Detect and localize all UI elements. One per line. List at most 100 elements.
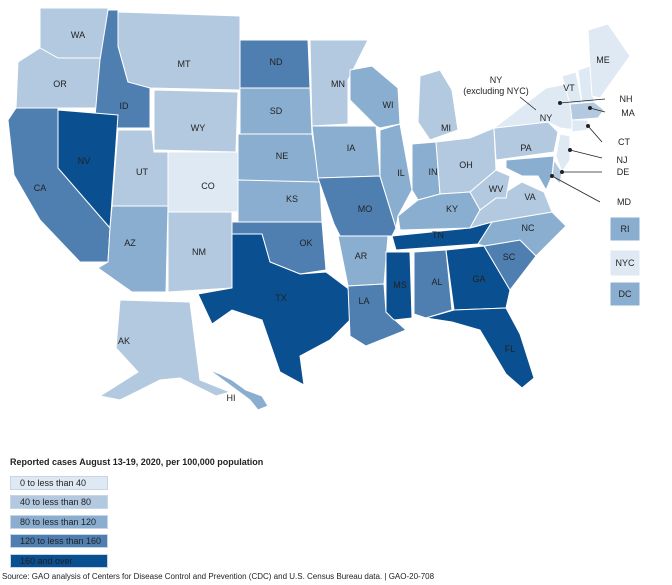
state-wi	[349, 65, 401, 129]
legend: 0 to less than 40 40 to less than 80 80 …	[10, 473, 108, 571]
state-label-dc: DC	[619, 289, 632, 299]
state-ga	[445, 245, 511, 311]
state-label-sd: SD	[270, 106, 283, 116]
state-label-ok: OK	[299, 238, 312, 248]
leader-dot	[568, 147, 573, 152]
state-label-tn: TN	[432, 230, 444, 240]
state-label-ct: CT	[618, 137, 630, 147]
state-label-tx: TX	[275, 293, 287, 303]
leader-dot	[558, 101, 563, 106]
state-label-nm: NM	[192, 247, 206, 257]
legend-label: 80 to less than 120	[20, 516, 97, 527]
state-label-ny: NY	[540, 113, 553, 123]
state-mi	[417, 69, 459, 141]
source-note: Source: GAO analysis of Centers for Dise…	[2, 572, 435, 581]
state-dc	[609, 281, 641, 307]
leader-dot	[586, 124, 591, 129]
state-label-mn: MN	[331, 79, 345, 89]
state-md	[505, 155, 555, 192]
legend-item: 160 and over	[10, 551, 108, 571]
legend-item: 120 to less than 160	[10, 532, 108, 552]
state-ar	[337, 235, 389, 287]
state-label-vt: VT	[563, 83, 575, 93]
legend-item: 0 to less than 40	[10, 473, 108, 493]
state-label-ms: MS	[393, 280, 407, 290]
state-label-ky: KY	[446, 204, 458, 214]
leader-line	[559, 98, 606, 104]
state-label-nyc: NYC	[615, 258, 635, 268]
state-label-ga: GA	[472, 274, 485, 284]
state-label-nh: NH	[620, 94, 633, 104]
legend-swatch	[10, 534, 108, 549]
state-label-nd: ND	[270, 57, 283, 67]
state-label-co: CO	[201, 181, 215, 191]
state-label-wv: WV	[489, 184, 504, 194]
state-label-ar: AR	[355, 251, 368, 261]
leader-dot	[560, 169, 565, 174]
state-ct	[571, 119, 589, 133]
ny-note-line2: (excluding NYC)	[463, 86, 529, 96]
state-label-me: ME	[596, 55, 610, 65]
legend-item: 80 to less than 120	[10, 512, 108, 532]
state-label-id: ID	[120, 101, 130, 111]
leader-dot	[588, 106, 593, 111]
legend-label: 120 to less than 160	[20, 536, 102, 547]
legend-swatch	[10, 495, 108, 510]
state-label-mt: MT	[178, 59, 191, 69]
state-mn	[309, 39, 369, 127]
ny-excluding-nyc-note: NY (excluding NYC)	[463, 75, 529, 96]
state-label-ak: AK	[118, 336, 130, 346]
state-ms	[385, 251, 413, 321]
state-hi	[203, 365, 269, 411]
state-nyc	[609, 249, 641, 277]
us-choropleth-map: WA OR CA ID NV MT WY UT CO AZ NM ND SD NE KS OK TX MN IA MO…	[7, 7, 641, 411]
state-la	[347, 283, 407, 347]
state-label-ks: KS	[286, 194, 298, 204]
state-label-wy: WY	[191, 123, 206, 133]
legend-label: 40 to less than 80	[20, 497, 92, 508]
state-label-fl: FL	[505, 344, 516, 354]
ny-note-pointer	[519, 96, 537, 111]
state-ri	[609, 216, 641, 242]
state-label-sc: SC	[503, 252, 516, 262]
state-ky	[397, 191, 481, 231]
state-label-az: AZ	[124, 238, 136, 248]
state-label-nc: NC	[522, 223, 535, 233]
state-fl	[425, 307, 535, 389]
state-mt	[117, 11, 241, 91]
legend-title: Reported cases August 13-19, 2020, per 1…	[10, 457, 264, 467]
leader-line	[551, 175, 601, 203]
ny-note-line1: NY	[490, 75, 503, 85]
state-label-nj: NJ	[617, 155, 628, 165]
state-label-ri: RI	[621, 224, 630, 234]
state-ma	[569, 101, 605, 121]
leader-line	[587, 125, 603, 143]
state-me	[587, 23, 631, 99]
state-label-pa: PA	[520, 143, 531, 153]
state-label-ut: UT	[136, 167, 148, 177]
legend-label: 160 and over	[20, 555, 73, 566]
state-label-oh: OH	[459, 160, 473, 170]
state-nj	[555, 133, 571, 174]
leader-line	[589, 107, 606, 113]
state-ks	[237, 179, 323, 223]
state-label-de: DE	[617, 167, 630, 177]
state-label-ia: IA	[347, 143, 356, 153]
state-labels: WA OR CA ID NV MT WY UT CO AZ NM ND SD NE KS OK TX MN IA MO…	[34, 30, 635, 403]
state-label-or: OR	[53, 79, 67, 89]
state-label-ma: MA	[621, 108, 635, 118]
state-shapes	[7, 7, 641, 411]
leader-line	[569, 149, 603, 159]
state-label-wi: WI	[383, 100, 394, 110]
state-label-nv: NV	[78, 156, 91, 166]
state-label-hi: HI	[227, 393, 236, 403]
state-label-ne: NE	[276, 151, 289, 161]
state-label-il: IL	[397, 168, 405, 178]
state-label-va: VA	[524, 192, 535, 202]
state-pa	[493, 121, 559, 161]
legend-swatch	[10, 514, 108, 529]
state-label-mo: MO	[358, 204, 373, 214]
state-label-al: AL	[431, 277, 442, 287]
state-wv	[469, 169, 511, 211]
legend-swatch	[10, 553, 108, 568]
